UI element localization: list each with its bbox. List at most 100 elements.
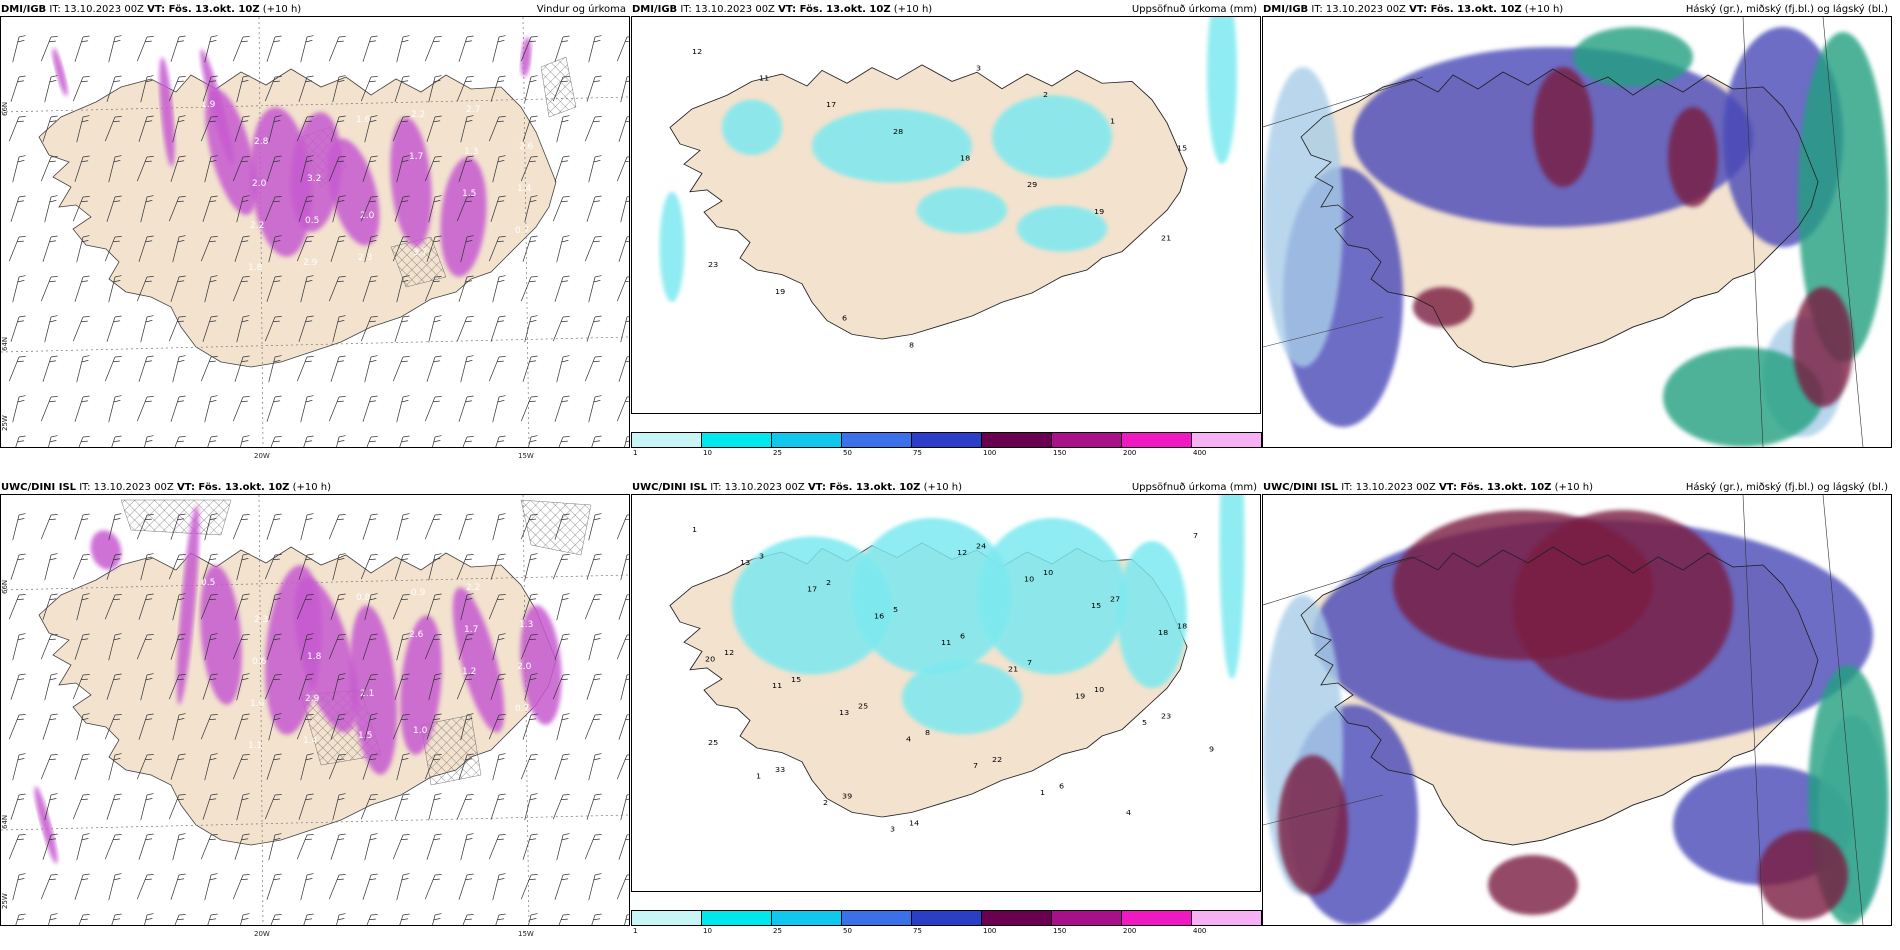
wind-barb [264, 674, 282, 700]
precip-rate-label: 1.6 [356, 115, 371, 125]
row2-accum-panel: UWC/DINI ISL IT: 13.10.2023 00Z VT: Fös.… [631, 478, 1262, 935]
wind-barb [554, 395, 570, 422]
wind-barb [74, 35, 90, 62]
wind-barb [140, 793, 154, 821]
precip-rate-label: 0.7 [515, 226, 529, 236]
row1-wind-panel: DMI/IGB IT: 13.10.2023 00Z VT: Fös. 13.o… [0, 0, 630, 460]
map-frame[interactable]: 1.9 2.8 3.2 2.0 3.7 2.7 2.6 2.0 0.5 2.3 2.2 1.3 1.4 2… [0, 16, 630, 448]
colorbar-tick-label: 100 [983, 449, 997, 457]
wind-barb [492, 513, 506, 541]
wind-barb [524, 553, 538, 581]
wind-map: 0.5 2.3 1.8 2.1 1.0 2.2 1.3 0.6 2.9 1.5 0.9 1.7 2.0 1… [1, 495, 629, 925]
colorbar-swatch [1191, 910, 1262, 926]
precip-streak [200, 565, 242, 705]
accum-value-label: 7 [973, 762, 978, 771]
precip-rate-label: 1.5 [462, 189, 476, 199]
wind-barb [364, 355, 378, 383]
wind-barb [76, 593, 90, 621]
wind-barb [520, 276, 538, 302]
row1-accum-panel: DMI/IGB IT: 13.10.2023 00Z VT: Fös. 13.o… [631, 0, 1262, 457]
accum-value-label: 18 [960, 154, 970, 163]
wind-barb [554, 155, 570, 182]
panel-title: DMI/IGB IT: 13.10.2023 00Z VT: Fös. 13.o… [632, 4, 1257, 15]
wind-barb [72, 76, 90, 102]
wind-barb [264, 914, 282, 925]
precip-streak [520, 37, 532, 77]
precip-rate-label: 2.2 [411, 110, 425, 120]
accum-value-label: 29 [1027, 180, 1037, 189]
wind-barb [586, 673, 602, 700]
wind-barb [332, 75, 346, 103]
wind-barb [332, 673, 346, 701]
wind-barb [10, 793, 26, 820]
wind-barb [12, 753, 26, 781]
wind-barb [424, 754, 442, 780]
wind-barb [264, 436, 282, 447]
wind-barb [618, 115, 629, 142]
wind-barb [106, 195, 122, 222]
wind-barb [396, 633, 410, 661]
accum-value-label: 13 [740, 558, 750, 567]
map-frame[interactable]: 12 11 17 28 18 29 19 21 23 19 6 8 3 2 1 15 [631, 16, 1261, 414]
wind-barb [556, 833, 570, 861]
wind-barb [330, 115, 346, 142]
wind-barb [490, 673, 506, 700]
wind-barb [490, 913, 506, 925]
wind-barb [456, 794, 474, 820]
wind-barb [104, 116, 122, 142]
precip-rate-label: 2.8 [254, 137, 269, 147]
wind-barb [298, 435, 314, 447]
wind-barb [524, 435, 538, 447]
wind-barb [586, 553, 602, 580]
cloud-area [1413, 287, 1473, 327]
wind-barb [140, 913, 154, 925]
wind-barb [392, 834, 410, 860]
wind-barb [298, 75, 314, 102]
panel-title: DMI/IGB IT: 13.10.2023 00Z VT: Fös. 13.o… [1, 4, 626, 15]
colorbar-swatch [981, 910, 1052, 926]
precip-streak [294, 577, 358, 733]
wind-barb [236, 315, 250, 343]
wind-barb [170, 873, 186, 900]
colorbar-swatch [771, 910, 842, 926]
wind-barb [236, 435, 250, 447]
wind-barb [364, 713, 378, 741]
accum-value-label: 25 [708, 739, 718, 748]
wind-barb [618, 235, 629, 262]
accum-value-label: 12 [692, 47, 702, 56]
map-frame[interactable]: 1 3 2 5 6 7 10 23 25 33 39 14 24 10 27 18 12 15 25 8 22 6 4 7 13… [631, 494, 1261, 892]
map-frame[interactable] [1262, 16, 1892, 448]
wind-barb [586, 793, 602, 820]
wind-barb [428, 75, 442, 103]
accum-value-label: 6 [842, 314, 847, 323]
accum-value-label: 24 [976, 542, 986, 551]
wind-barb [170, 395, 186, 422]
wind-barb [300, 395, 314, 423]
wind-barb [554, 513, 570, 540]
wind-barb [396, 873, 410, 901]
map-frame[interactable]: 0.5 2.3 1.8 2.1 1.0 2.2 1.3 0.6 2.9 1.5 0.9 1.7 2.0 1… [0, 494, 630, 926]
wind-barb [40, 874, 58, 900]
accum-value-label: 6 [1059, 782, 1064, 791]
wind-barb [236, 913, 250, 925]
wind-barb [170, 35, 186, 62]
wind-barb [76, 713, 90, 741]
wind-barb [136, 156, 154, 182]
wind-barb [40, 276, 58, 302]
wind-barb [396, 513, 410, 541]
precip-streak [327, 138, 380, 246]
map-frame[interactable] [1262, 494, 1892, 926]
wind-barb [202, 435, 218, 447]
wind-barb [236, 673, 250, 701]
wind-barb [44, 195, 58, 223]
colorbar-swatch [771, 432, 842, 448]
wind-barb [72, 316, 90, 342]
wind-barb [266, 155, 282, 182]
accum-value-label: 1 [1110, 117, 1115, 126]
accum-value-label: 16 [874, 612, 884, 621]
precip-rate-label: 0.8 [356, 593, 371, 603]
wind-barb [328, 36, 346, 62]
wind-barb [72, 914, 90, 925]
colorbar-swatch [911, 432, 982, 448]
accum-value-label: 2 [823, 798, 828, 807]
